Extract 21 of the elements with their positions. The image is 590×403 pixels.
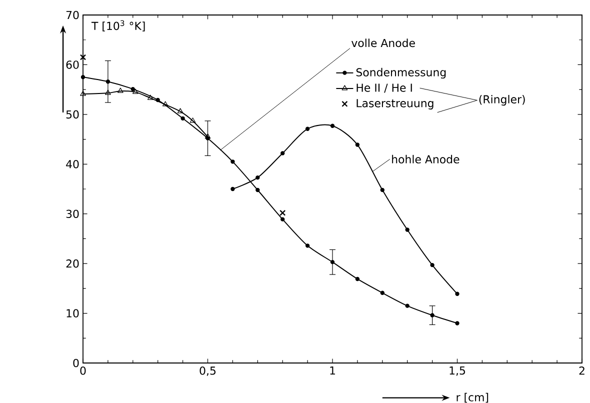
y-tick-label: 0 — [73, 358, 79, 368]
x-tick-label: 1 — [330, 366, 335, 375]
y-tick-label: 60 — [66, 60, 79, 69]
y-tick-label: 10 — [66, 309, 79, 318]
annotation: hohle Anode — [392, 154, 460, 164]
x-tick-label: 0,5 — [200, 366, 216, 376]
x-axis-title: r [cm] — [456, 392, 488, 403]
y-tick-label: 40 — [66, 160, 79, 168]
y-tick-label: 70 — [66, 10, 79, 20]
y-axis-title: T [10$^{3}$ °K] — [91, 20, 145, 32]
x-tick-label: 0 — [80, 366, 86, 375]
legend-label: He II / He I — [356, 84, 412, 93]
y-tick-label: 50 — [66, 110, 79, 119]
x-tick-label: 1,5 — [450, 366, 466, 376]
legend-label: Laserstreuung — [356, 99, 434, 110]
annotation: volle Anode — [351, 38, 415, 48]
annotation: (Ringler) — [479, 94, 525, 106]
x-tick-label: 2 — [579, 366, 584, 375]
y-tick-label: 20 — [66, 259, 79, 268]
legend-label: Sondenmessung — [356, 68, 446, 79]
y-tick-label: 30 — [66, 210, 79, 218]
